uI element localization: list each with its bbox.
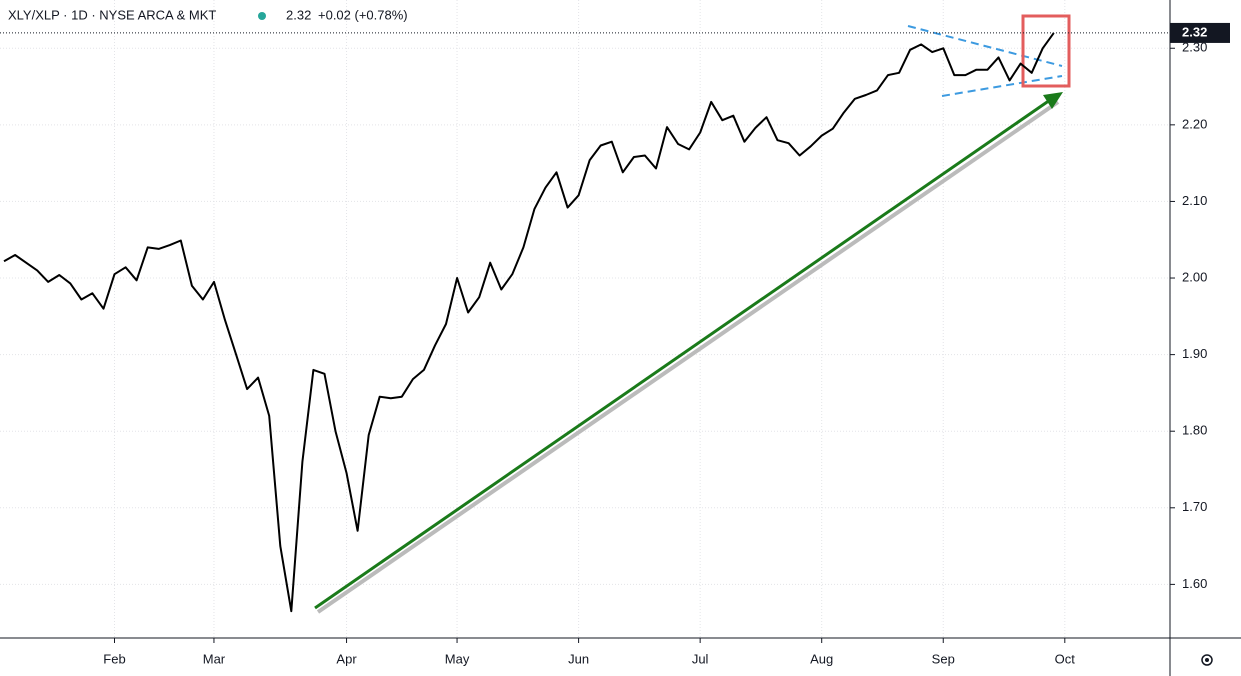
x-tick-label: Jun	[568, 651, 589, 666]
highlight-box	[1021, 14, 1071, 88]
settings-icon[interactable]	[1201, 654, 1213, 666]
arrow-head	[1043, 92, 1063, 109]
x-tick-label: Apr	[336, 651, 357, 666]
y-tick-label: 2.10	[1182, 193, 1207, 208]
x-tick-label: May	[445, 651, 470, 666]
trend-line-upper	[907, 25, 1063, 67]
y-tick-label: 1.60	[1182, 576, 1207, 591]
y-tick-label: 2.30	[1182, 40, 1207, 55]
x-tick-label: Sep	[932, 651, 955, 666]
x-tick-label: Aug	[810, 651, 833, 666]
trend-line-lower	[941, 75, 1063, 97]
y-tick-label: 1.90	[1182, 346, 1207, 361]
x-tick-label: Jul	[692, 651, 709, 666]
y-tick-label: 1.80	[1182, 423, 1207, 438]
last-price-badge	[1170, 22, 1230, 43]
status-dot	[258, 12, 266, 20]
price-line	[3, 32, 1055, 613]
header-change: +0.02 (+0.78%)	[318, 7, 408, 22]
chart-title: XLY/XLP · 1D · NYSE ARCA & MKT	[8, 7, 216, 22]
x-tick-label: Feb	[103, 651, 125, 666]
y-tick-label: 1.70	[1182, 499, 1207, 514]
trend-arrow	[314, 98, 1051, 610]
y-tick-label: 2.00	[1182, 269, 1207, 284]
arrow-shadow	[316, 100, 1060, 614]
header-price: 2.32	[286, 7, 311, 22]
last-price-label: 2.32	[1182, 24, 1207, 39]
x-tick-label: Oct	[1055, 651, 1076, 666]
y-tick-label: 2.20	[1182, 116, 1207, 131]
x-tick-label: Mar	[203, 651, 226, 666]
grid	[0, 0, 1170, 638]
